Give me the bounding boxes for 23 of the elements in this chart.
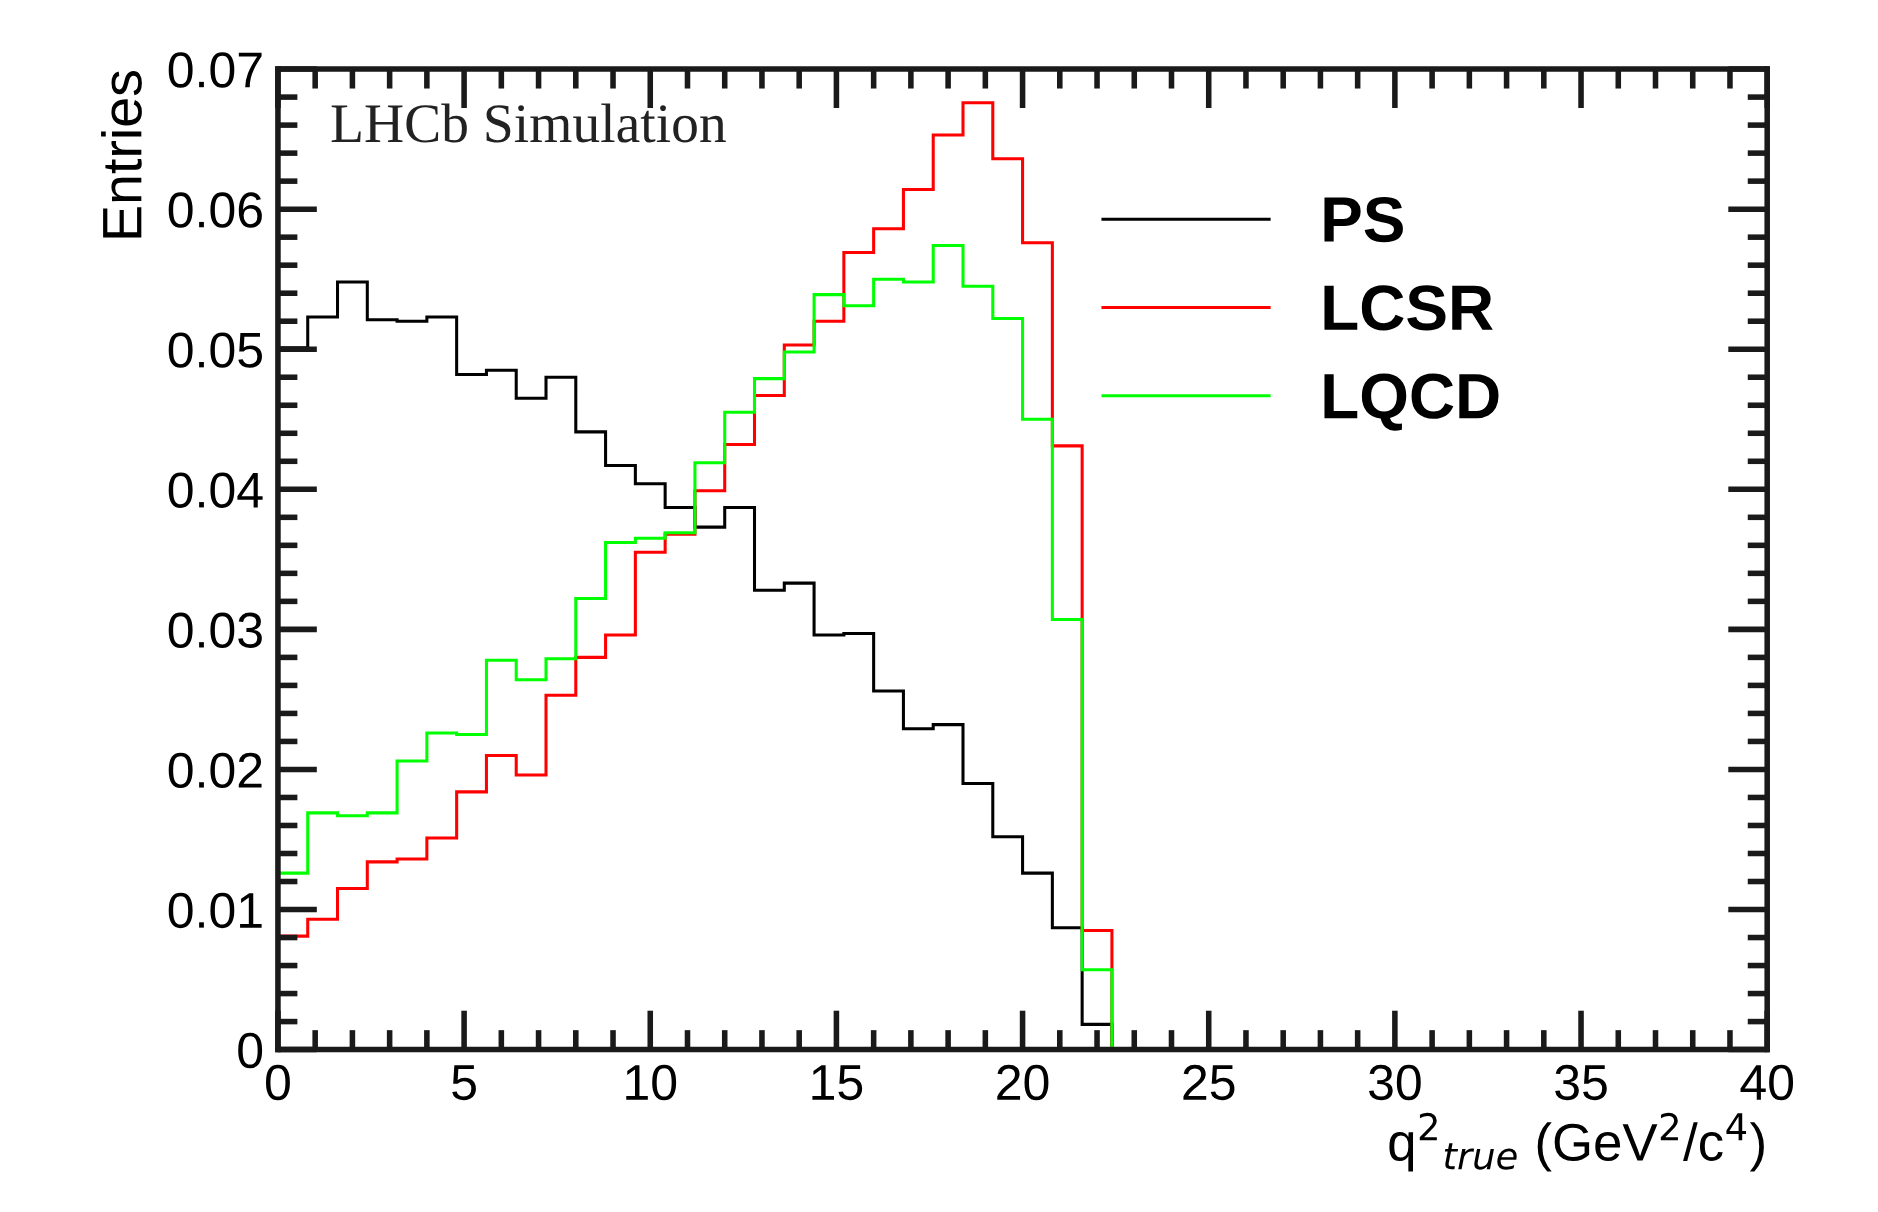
x-tick-label: 10 <box>626 1064 677 1101</box>
x-tick-label: 35 <box>1555 1064 1607 1101</box>
x-axis-title: q$^{2}$$_{true}$ (GeV$^{2}$/c$^{4}$) <box>1389 1112 1764 1172</box>
legend-label: LCSR <box>1324 285 1493 331</box>
x-tick-label: 40 <box>1740 1064 1794 1101</box>
x-tick-label: 30 <box>1368 1064 1421 1101</box>
y-tick-label: 0.04 <box>168 472 263 508</box>
y-tick-label: 0.05 <box>168 332 262 368</box>
x-tick-label: 25 <box>1183 1064 1235 1101</box>
y-tick-label: 0.06 <box>168 192 262 228</box>
annotation: LHCb Simulation <box>331 103 726 143</box>
y-tick-label: 0.01 <box>168 892 262 929</box>
x-tick-label: 5 <box>452 1065 476 1101</box>
x-tick-label: 20 <box>997 1064 1049 1101</box>
y-tick-label: 0.07 <box>168 52 262 88</box>
legend-label: LQCD <box>1324 373 1499 431</box>
y-tick-label: 0 <box>238 1032 263 1069</box>
y-tick-label: 0.03 <box>168 612 262 648</box>
y-tick-label: 0.02 <box>168 752 262 789</box>
y-axis-title: Entries <box>101 71 142 238</box>
x-tick-label: 0 <box>265 1064 290 1101</box>
x-tick-label: 15 <box>812 1065 863 1101</box>
legend-label: PS <box>1324 196 1403 243</box>
